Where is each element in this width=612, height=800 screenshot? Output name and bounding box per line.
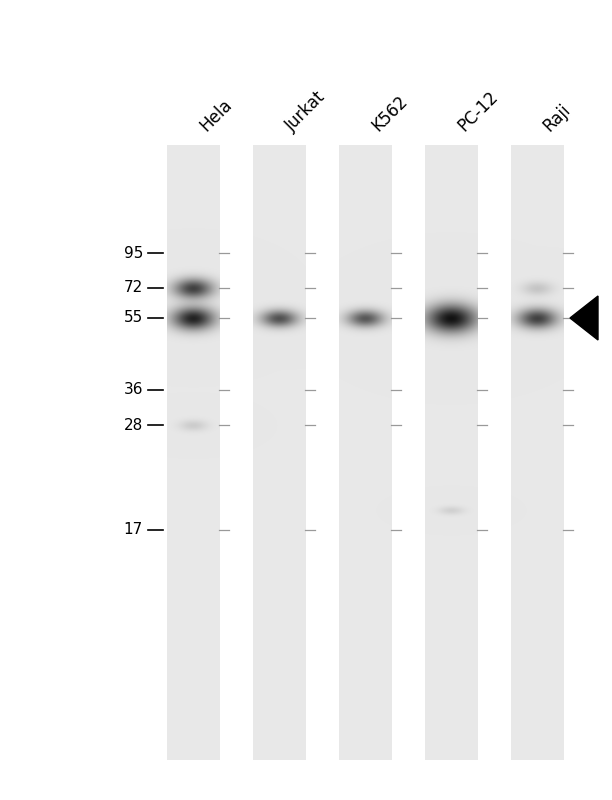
Text: K562: K562 (368, 92, 411, 135)
Text: 36: 36 (124, 382, 143, 398)
Bar (425, 145, 477, 760)
Text: 55: 55 (124, 310, 143, 326)
Text: 95: 95 (124, 246, 143, 261)
Bar (253, 145, 305, 760)
Text: 72: 72 (124, 281, 143, 295)
Text: Jurkat: Jurkat (282, 88, 329, 135)
Text: PC-12: PC-12 (454, 88, 501, 135)
Text: 17: 17 (124, 522, 143, 538)
Bar (339, 145, 391, 760)
Text: 28: 28 (124, 418, 143, 433)
Text: Hela: Hela (196, 96, 235, 135)
Text: Raji: Raji (540, 101, 575, 135)
Bar (511, 145, 563, 760)
Polygon shape (570, 296, 598, 340)
Bar (167, 145, 219, 760)
